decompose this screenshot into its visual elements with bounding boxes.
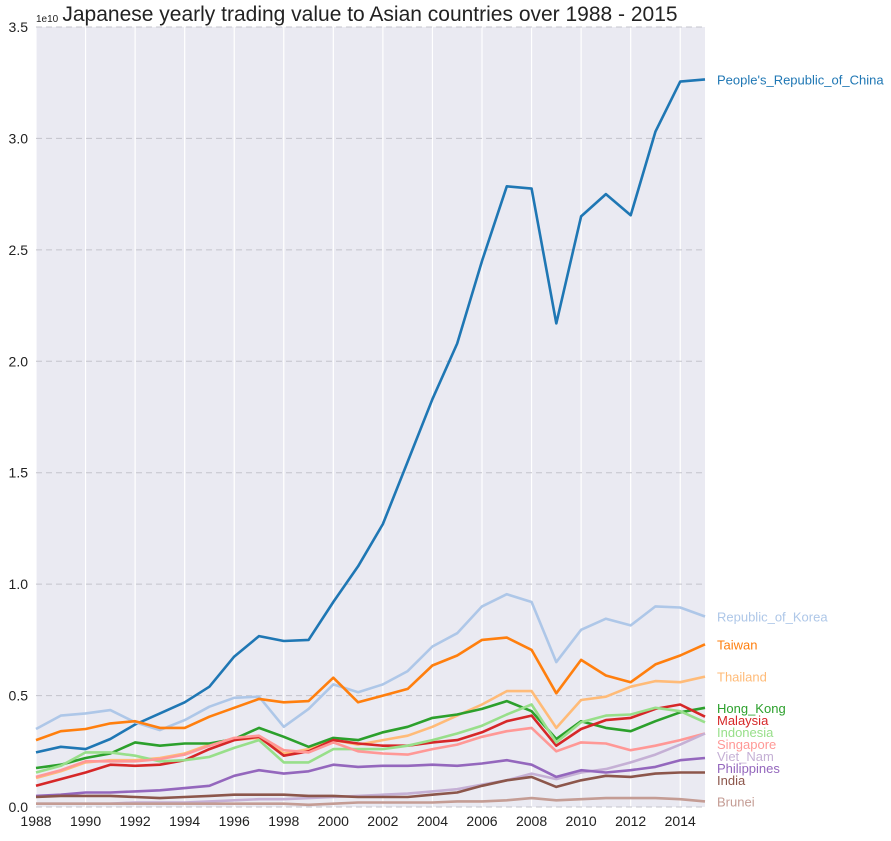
series-label-10: India <box>717 773 746 788</box>
y-axis: 0.0 0.5 1.0 1.5 2.0 2.5 3.0 3.5 <box>9 19 29 815</box>
series-label-7: Singapore <box>717 737 776 752</box>
x-axis: 1988 1990 1992 1994 1996 1998 2000 2002 2004 2006… <box>20 813 696 829</box>
chart-title: Japanese yearly trading value to Asian c… <box>62 3 677 26</box>
series-line-10 <box>35 771 705 800</box>
x-tick-label: 2004 <box>417 813 448 829</box>
x-tick-label: 1992 <box>120 813 151 829</box>
y-tick-label: 1.5 <box>9 465 29 481</box>
series-label-9: Philippines <box>717 761 780 776</box>
gridlines <box>35 26 705 808</box>
series-line-7 <box>35 726 706 779</box>
series-label-6: Indonesia <box>717 725 774 740</box>
series-line-0 <box>35 78 706 754</box>
series-label-1: Republic_of_Korea <box>717 609 828 624</box>
x-tick-label: 2006 <box>466 813 497 829</box>
y-tick-label: 2.5 <box>9 242 29 258</box>
series-label-3: Thailand <box>717 670 767 685</box>
x-tick-label: 2002 <box>367 813 398 829</box>
y-tick-label: 0.5 <box>9 688 29 704</box>
series-label-5: Malaysia <box>717 713 769 728</box>
series-line-5 <box>35 703 706 788</box>
x-tick-label: 1994 <box>169 813 200 829</box>
series-label-4: Hong_Kong <box>717 701 786 716</box>
x-tick-label: 2000 <box>318 813 349 829</box>
x-tick-label: 2012 <box>615 813 646 829</box>
series-label-0: People's_Republic_of_China <box>717 72 884 87</box>
plot-background <box>36 27 705 807</box>
y-tick-label: 3.0 <box>9 130 29 146</box>
series-labels: People's_Republic_of_China Republic_of_Ko… <box>717 72 884 809</box>
x-tick-label: 2008 <box>516 813 547 829</box>
x-tick-label: 2014 <box>665 813 696 829</box>
y-tick-label: 1.0 <box>9 576 29 592</box>
y-tick-label: 0.0 <box>9 799 29 815</box>
series-line-11 <box>36 796 706 807</box>
x-tick-label: 2010 <box>566 813 597 829</box>
series-label-11: Brunei <box>717 794 755 809</box>
series-line-9 <box>35 756 706 798</box>
y-axis-offset-label: 1e10 <box>36 14 59 25</box>
y-tick-label: 2.0 <box>9 353 29 369</box>
x-tick-label: 1988 <box>20 813 51 829</box>
series-line-1 <box>35 592 706 732</box>
series-lines <box>35 78 706 807</box>
series-line-2 <box>35 636 706 742</box>
x-tick-label: 1990 <box>70 813 101 829</box>
x-tick-label: 1998 <box>268 813 299 829</box>
series-label-8: Viet_Nam <box>717 749 774 764</box>
y-tick-label: 3.5 <box>9 19 29 35</box>
x-tick-label: 1996 <box>219 813 250 829</box>
series-line-6 <box>35 703 706 774</box>
series-label-2: Taiwan <box>717 637 757 652</box>
